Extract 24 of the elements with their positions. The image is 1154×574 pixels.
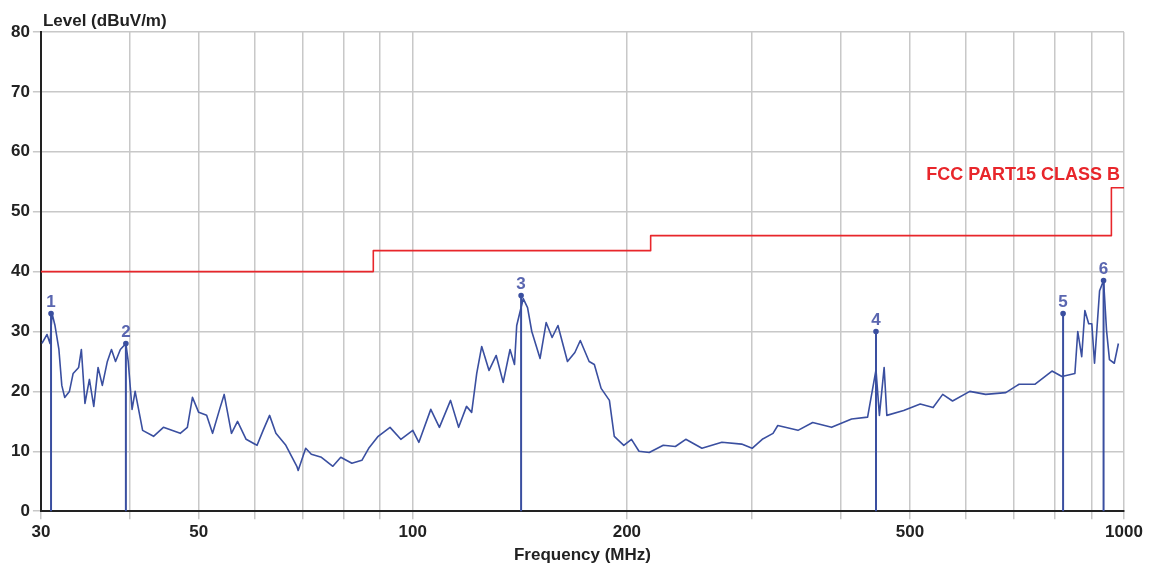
annotation: 5: [1058, 291, 1068, 311]
y-axis-title: Level (dBuV/m): [42, 11, 167, 31]
series-label: FCC PART15 CLASS B: [926, 163, 1120, 184]
annotation: 6: [1098, 258, 1109, 278]
x-tick-label: 200: [612, 522, 642, 542]
x-axis-title: Frequency (MHz): [513, 545, 651, 565]
y-tick-label: 30: [10, 321, 30, 341]
y-tick-label: 70: [10, 81, 30, 101]
x-tick-label: 100: [398, 522, 427, 542]
y-tick-label: 60: [10, 141, 30, 161]
y-tick-label: 40: [10, 261, 30, 281]
annotation: 3: [516, 273, 526, 293]
x-tick-label: 500: [895, 522, 925, 542]
y-tick-label: 0: [20, 500, 30, 520]
y-tick-label: 20: [10, 381, 30, 401]
annotation: 2: [121, 321, 131, 341]
y-tick-label: 50: [10, 201, 30, 221]
x-tick-label: 30: [31, 522, 51, 542]
y-tick-label: 80: [10, 21, 30, 41]
annotation: 1: [46, 291, 56, 311]
x-tick-label: 1000: [1105, 522, 1143, 542]
x-tick-label: 50: [189, 522, 209, 542]
y-tick-label: 10: [10, 440, 30, 460]
annotation: 4: [871, 309, 882, 329]
